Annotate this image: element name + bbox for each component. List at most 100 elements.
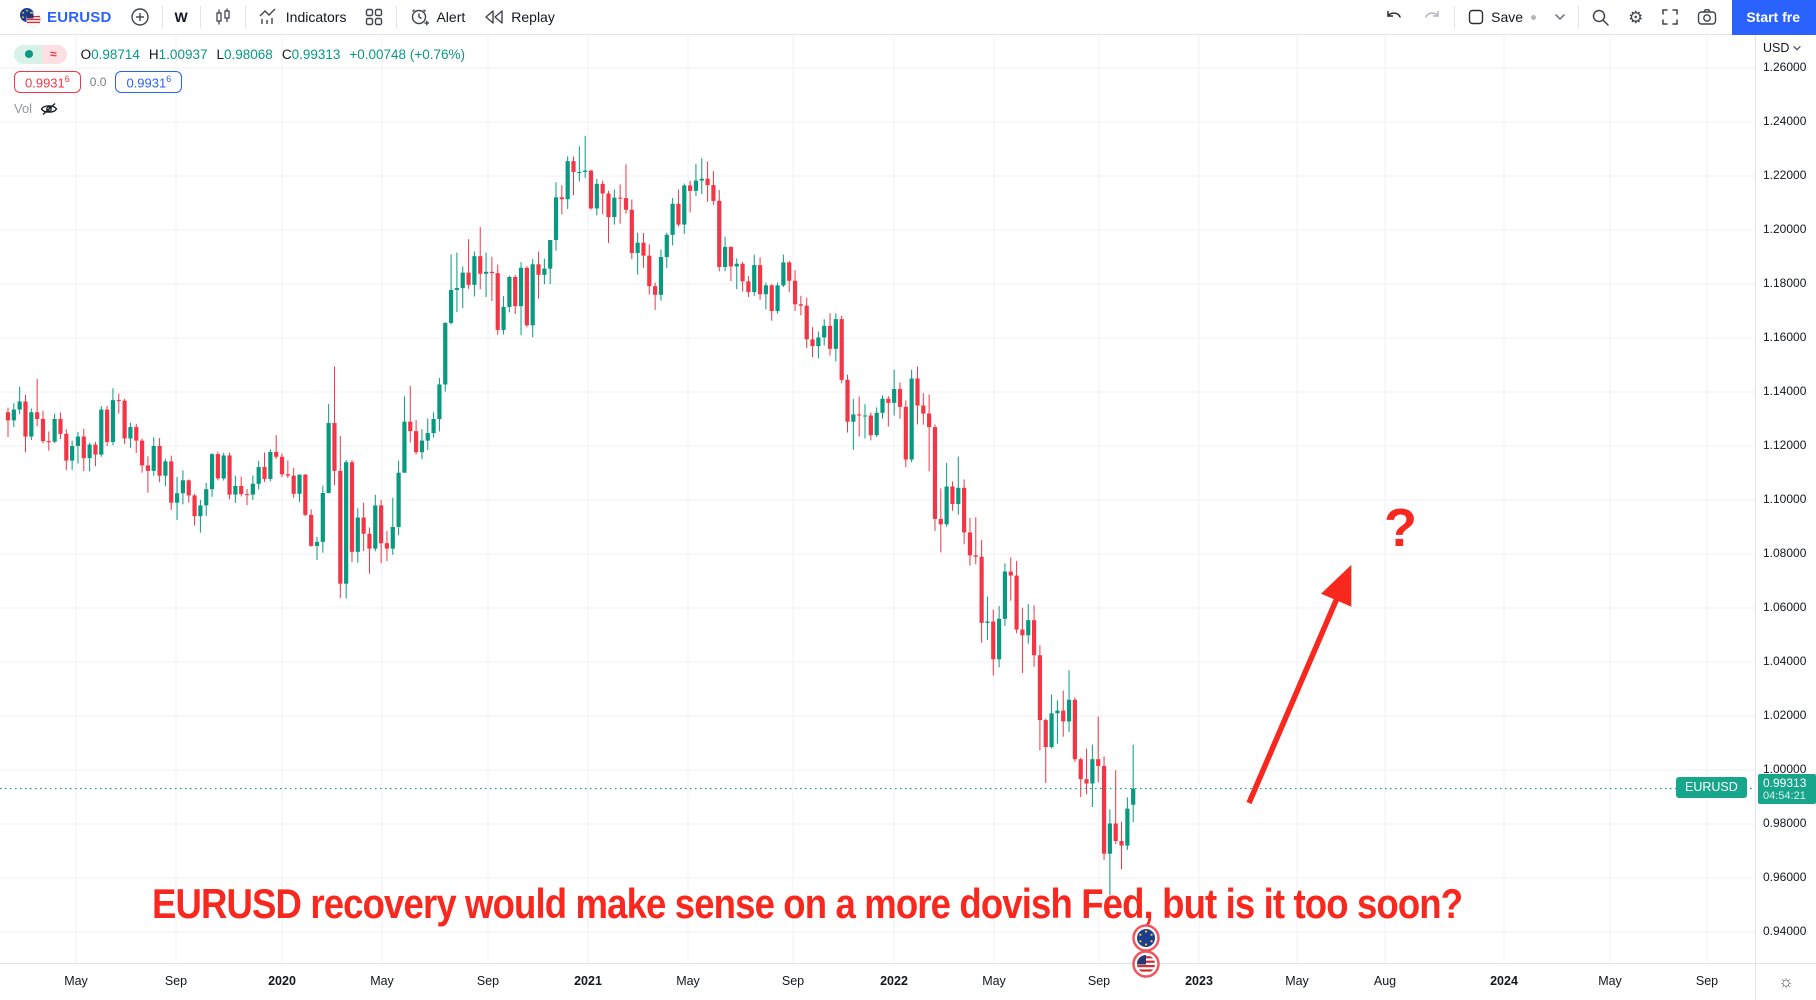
sell-bid-button[interactable]: 0.99316 [14, 71, 81, 94]
replay-button[interactable]: Replay [474, 0, 564, 34]
price-tick-label: 1.02000 [1763, 708, 1807, 722]
currency-selector[interactable]: USD [1756, 39, 1816, 58]
price-tick-label: 1.10000 [1763, 492, 1807, 506]
snapshot-button[interactable] [1688, 0, 1726, 34]
delayed-data-indicator: ≈ [42, 44, 67, 64]
redo-icon [1422, 7, 1442, 27]
time-tick-label: 2022 [880, 974, 908, 988]
candlestick-chart-canvas[interactable] [0, 35, 1755, 963]
chart-pane[interactable]: ≈ O0.98714 H1.00937 L0.98068 C0.99313 +0… [0, 35, 1755, 963]
time-tick-label: May [1598, 974, 1622, 988]
sun-theme-icon[interactable]: ☼ [1778, 972, 1794, 991]
compare-add-button[interactable] [121, 0, 159, 34]
change-value: +0.00748 [349, 46, 407, 62]
close-key: C [281, 46, 292, 62]
time-tick-label: 2024 [1490, 974, 1518, 988]
price-line-symbol-label: EURUSD [1676, 776, 1747, 798]
chart-legend: ≈ O0.98714 H1.00937 L0.98068 C0.99313 +0… [14, 43, 465, 116]
currency-label: USD [1763, 41, 1790, 55]
open-key: O [80, 46, 92, 62]
time-tick-label: Sep [1695, 974, 1719, 988]
price-tick-label: 1.20000 [1763, 222, 1807, 236]
settings-button[interactable]: ⚙ [1619, 0, 1652, 34]
time-tick-label: Sep [781, 974, 805, 988]
start-free-trial-button[interactable]: Start fre [1732, 0, 1816, 35]
save-cloud-icon [1467, 8, 1485, 26]
close-value: 0.99313 [291, 46, 341, 62]
time-tick-label: May [676, 974, 700, 988]
quick-search-button[interactable] [1582, 0, 1619, 34]
undo-button[interactable] [1375, 0, 1413, 34]
timeframe-button[interactable]: W [166, 0, 197, 34]
indicators-icon [258, 7, 280, 27]
ohlc-values: O0.98714 H1.00937 L0.98068 C0.99313 +0.0… [81, 47, 465, 62]
price-tick-label: 1.26000 [1763, 60, 1807, 74]
price-axis[interactable]: USD 1.26000 1.24000 1.22000 1.20000 1.18000 1… [1755, 35, 1816, 963]
alarm-clock-plus-icon [409, 7, 430, 27]
time-tick-label: 2023 [1185, 974, 1213, 988]
last-price-value: 0.99313 [1763, 775, 1807, 790]
bar-close-countdown: 04:54:21 [1763, 789, 1806, 802]
eye-hidden-icon[interactable] [40, 102, 58, 116]
replay-label: Replay [511, 9, 555, 25]
grid-layout-icon [364, 7, 384, 27]
usd-event-flag-icon [1132, 950, 1160, 978]
timeframe-label: W [174, 9, 188, 25]
camera-icon [1697, 8, 1717, 26]
alert-label: Alert [436, 9, 466, 25]
time-tick-label: May [1285, 974, 1309, 988]
low-key: L [216, 46, 224, 62]
spread-value: 0.0 [89, 75, 107, 90]
undo-icon [1384, 7, 1404, 27]
buy-ask-button[interactable]: 0.99316 [115, 71, 183, 94]
chart-style-button[interactable] [204, 0, 242, 34]
price-tick-label: 1.22000 [1763, 168, 1807, 182]
axis-settings-corner[interactable]: ☼ [1755, 963, 1816, 1000]
chevron-down-icon [1793, 45, 1802, 51]
fullscreen-button[interactable] [1652, 0, 1688, 34]
market-status-pill[interactable]: ≈ [14, 44, 67, 64]
candlestick-style-icon [213, 7, 233, 27]
price-tick-label: 1.12000 [1763, 438, 1807, 452]
economic-event-markers[interactable] [1118, 918, 1174, 998]
time-tick-label: Sep [164, 974, 188, 988]
price-tick-label: 1.16000 [1763, 330, 1807, 344]
symbol-button[interactable]: EURUSD [10, 0, 121, 34]
gear-icon: ⚙ [1628, 7, 1644, 27]
alert-button[interactable]: Alert [400, 0, 474, 34]
replay-rewind-icon [483, 7, 505, 27]
instrument-flags-icon [19, 7, 41, 27]
indicators-button[interactable]: Indicators [249, 0, 356, 34]
high-value: 1.00937 [158, 46, 208, 62]
price-tick-label: 1.18000 [1763, 276, 1807, 290]
layout-grid-button[interactable] [355, 0, 393, 34]
save-layout-button[interactable]: Save [1458, 0, 1545, 34]
save-menu-caret[interactable] [1545, 0, 1575, 34]
annotation-question-mark[interactable]: ? [1384, 498, 1417, 558]
time-tick-label: May [982, 974, 1006, 988]
top-toolbar: EURUSD W [0, 0, 1816, 35]
time-tick-label: May [64, 974, 88, 988]
price-tick-label: 0.98000 [1763, 816, 1807, 830]
price-tick-label: 1.06000 [1763, 600, 1807, 614]
price-tick-label: 0.94000 [1763, 924, 1807, 938]
time-tick-label: Sep [476, 974, 500, 988]
time-tick-label: Sep [1087, 974, 1111, 988]
redo-button[interactable] [1413, 0, 1451, 34]
volume-label: Vol [14, 101, 33, 117]
time-tick-label: Aug [1373, 974, 1397, 988]
annotation-text[interactable]: EURUSD recovery would make sense on a mo… [152, 880, 1463, 927]
market-open-dot-icon [25, 50, 33, 58]
price-tick-label: 0.96000 [1763, 870, 1807, 884]
chevron-down-icon [1554, 11, 1566, 23]
open-value: 0.98714 [91, 46, 140, 62]
unsaved-changes-dot [1531, 14, 1537, 20]
save-label: Save [1491, 9, 1524, 25]
fullscreen-icon [1661, 8, 1679, 26]
low-value: 0.98068 [224, 46, 273, 62]
time-axis[interactable]: May Sep 2020 May Sep 2021 May Sep 2022 May Sep 2023… [0, 963, 1755, 1000]
market-open-indicator [14, 44, 42, 64]
time-tick-label: 2020 [268, 974, 296, 988]
price-tick-label: 1.04000 [1763, 654, 1807, 668]
eur-event-flag-icon [1132, 924, 1160, 952]
